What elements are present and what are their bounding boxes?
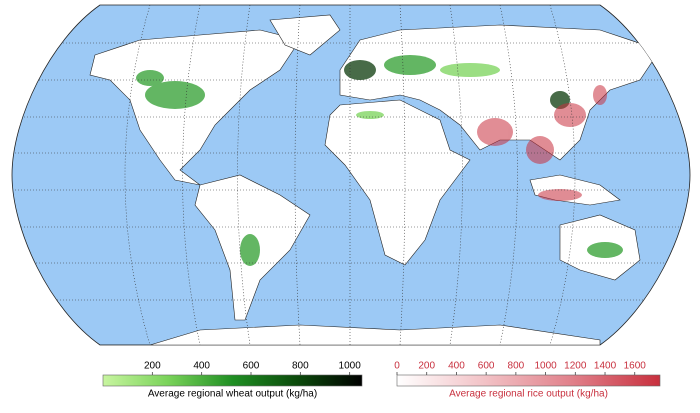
colorbar: [102, 374, 363, 387]
legend-title: Average regional rice output (kg/ha): [449, 389, 608, 400]
land-layer: [12, 5, 690, 345]
tick-label: 400: [193, 361, 210, 372]
tick-label: 1400: [594, 361, 617, 372]
legend-title: Average regional wheat output (kg/ha): [148, 389, 317, 400]
rice-patches: [477, 85, 607, 201]
tick-label: 1000: [339, 361, 362, 372]
colorbar: [396, 374, 661, 387]
tick-label: 0: [394, 361, 400, 372]
tick-label: 600: [243, 361, 260, 372]
tick-label: 200: [144, 361, 161, 372]
tick-label: 1000: [534, 361, 557, 372]
tick-label: 1600: [624, 361, 647, 372]
tick-label: 400: [448, 361, 465, 372]
tick-label: 600: [478, 361, 495, 372]
wheat-patches: [136, 55, 623, 266]
tick-label: 200: [418, 361, 435, 372]
greenland: [269, 14, 341, 56]
north-america: [89, 29, 301, 186]
tick-label: 800: [508, 361, 525, 372]
graticule: [12, 5, 690, 345]
tick-label: 1200: [564, 361, 587, 372]
africa: [324, 99, 471, 266]
tick-label: 800: [292, 361, 309, 372]
